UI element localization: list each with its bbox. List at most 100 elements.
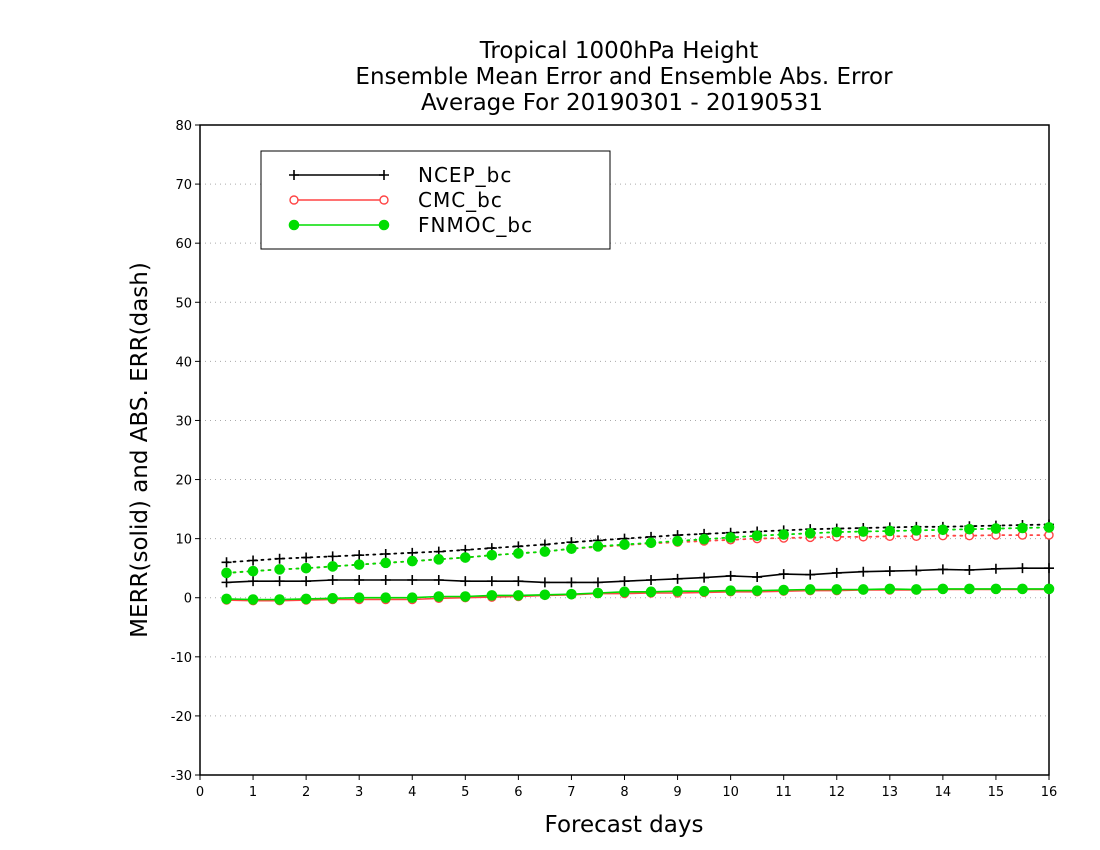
series-fnmoc-bc-abs-err-point <box>725 532 736 543</box>
series-fnmoc-bc-abs-err-point <box>645 537 657 549</box>
series-fnmoc-bc-merr-point <box>698 585 710 597</box>
series-ncep-bc-abs-err-point <box>354 550 365 561</box>
series-ncep-bc-merr-point <box>407 575 418 585</box>
series-fnmoc-bc-merr-point <box>380 592 392 604</box>
x-tick-label: 8 <box>620 785 628 800</box>
series-fnmoc-bc-merr-point <box>645 586 657 598</box>
series-fnmoc-bc-merr-point <box>964 583 975 595</box>
x-tick-label: 3 <box>355 785 363 800</box>
x-tick-label: 2 <box>302 785 310 800</box>
series-fnmoc-bc-abs-err-point <box>433 554 445 565</box>
y-tick-label: 20 <box>175 474 192 489</box>
legend-label: FNMOC_bc <box>418 213 533 237</box>
legend-marker-right-point <box>379 170 389 180</box>
series-fnmoc-bc-merr-point <box>539 589 551 601</box>
series-fnmoc-bc-merr-point <box>857 584 869 595</box>
series-ncep-bc-merr-point <box>354 575 365 585</box>
series-fnmoc-bc-merr-point <box>513 590 524 601</box>
series-fnmoc-bc-merr-point <box>221 593 232 605</box>
series-ncep-bc-merr-point <box>433 575 444 585</box>
legend-label: CMC_bc <box>418 188 503 212</box>
series-fnmoc-bc-abs-err-point <box>566 543 577 554</box>
y-tick-label: -20 <box>171 710 192 725</box>
series-fnmoc-bc-abs-err-point <box>698 533 710 545</box>
x-axis-label: Forecast days <box>545 812 704 838</box>
series-fnmoc-bc-merr-point <box>300 593 312 605</box>
legend-marker-right-point <box>378 219 390 231</box>
x-tick-label: 0 <box>196 785 204 800</box>
series-fnmoc-bc-abs-err-point <box>964 523 975 535</box>
x-tick-label: 10 <box>722 785 739 800</box>
series-ncep-bc-merr-point <box>486 576 497 587</box>
series-fnmoc-bc-merr-point <box>1043 583 1055 595</box>
series-ncep-bc-merr-point <box>274 576 285 587</box>
series-fnmoc-bc-abs-err-point <box>911 525 922 536</box>
series-fnmoc-bc-merr-point <box>937 583 949 595</box>
legend-marker-left-point <box>289 170 299 180</box>
series-ncep-bc-merr-point <box>1017 563 1028 574</box>
x-tick-label: 16 <box>1041 785 1058 800</box>
x-tick-label: 1 <box>249 785 257 800</box>
series-fnmoc-bc-abs-err-point <box>380 557 392 569</box>
title-line-2: Ensemble Mean Error and Ensemble Abs. Er… <box>355 64 893 90</box>
series-ncep-bc <box>221 519 1054 588</box>
x-tick-label: 6 <box>514 785 522 800</box>
series-fnmoc-bc-merr-point <box>804 584 816 595</box>
y-tick-label: -30 <box>171 769 192 784</box>
series-ncep-bc-merr-point <box>937 564 948 575</box>
series-fnmoc-bc-abs-err-point <box>486 549 498 561</box>
legend-item-ncep-bc: NCEP_bc <box>289 163 512 187</box>
series-fnmoc-bc-abs-err-point <box>672 535 683 547</box>
series-ncep-bc-merr-point <box>831 567 842 578</box>
series-fnmoc-bc-abs-err-point <box>1017 522 1028 534</box>
series-fnmoc-bc-abs-err-point <box>274 564 285 575</box>
series-ncep-bc-merr-point <box>699 572 710 583</box>
series-ncep-bc-merr-point <box>539 577 550 588</box>
series-fnmoc-bc-abs-err-line <box>225 526 1050 574</box>
series-ncep-bc-merr-point <box>858 566 869 577</box>
x-tick-label: 11 <box>775 785 792 800</box>
grid <box>200 183 1049 717</box>
series-fnmoc-bc-abs-err-point <box>804 528 816 539</box>
y-tick-label: 40 <box>175 355 192 370</box>
series-ncep-bc-merr-line <box>226 567 1049 584</box>
legend-label: NCEP_bc <box>418 163 512 187</box>
x-tick-label: 5 <box>461 785 469 800</box>
series-fnmoc-bc-merr-point <box>406 592 418 604</box>
series-ncep-bc-merr-point <box>1044 563 1054 574</box>
series-fnmoc-bc-abs-err-point <box>857 526 869 537</box>
series-ncep-bc-abs-err-point <box>274 553 285 564</box>
series-fnmoc-bc-merr-point <box>990 583 1002 595</box>
series-ncep-bc-merr-point <box>327 575 338 585</box>
series-fnmoc-bc-merr-point <box>433 591 445 602</box>
series-ncep-bc-merr-point <box>248 576 259 587</box>
series-ncep-bc-merr-point <box>990 563 1001 574</box>
series-fnmoc-bc-merr-point <box>592 587 604 599</box>
series-fnmoc-bc-merr-point <box>751 585 763 596</box>
series-fnmoc-bc-abs-err-point <box>539 546 551 557</box>
x-tick-label: 13 <box>882 785 899 800</box>
series-ncep-bc-merr-point <box>619 576 630 587</box>
series-ncep-bc-abs-err-point <box>327 551 338 562</box>
y-tick-label: 30 <box>175 414 192 429</box>
series-fnmoc-bc-abs-err-point <box>353 559 365 570</box>
series-ncep-bc-merr-point <box>964 564 975 575</box>
series-ncep-bc-merr-point <box>911 565 922 576</box>
chart-title: Tropical 1000hPa Height Ensemble Mean Er… <box>355 38 893 116</box>
series-fnmoc-bc-abs-err-point <box>619 539 630 550</box>
series-fnmoc-bc-merr-point <box>672 585 683 597</box>
title-line-3: Average For 20190301 - 20190531 <box>421 90 823 116</box>
series-fnmoc-bc-abs-err-point <box>592 541 604 552</box>
series-ncep-bc-merr-point <box>805 569 816 580</box>
series-fnmoc-bc-merr-point <box>486 590 498 601</box>
series-ncep-bc-merr-point <box>752 572 763 583</box>
x-tick-label: 7 <box>567 785 575 800</box>
y-tick-label: 50 <box>175 296 192 311</box>
series-fnmoc-bc-merr-point <box>1017 583 1028 595</box>
series-ncep-bc-merr-point <box>884 566 895 577</box>
legend-marker-left-point <box>289 195 299 205</box>
legend-marker-left-point <box>288 219 300 231</box>
